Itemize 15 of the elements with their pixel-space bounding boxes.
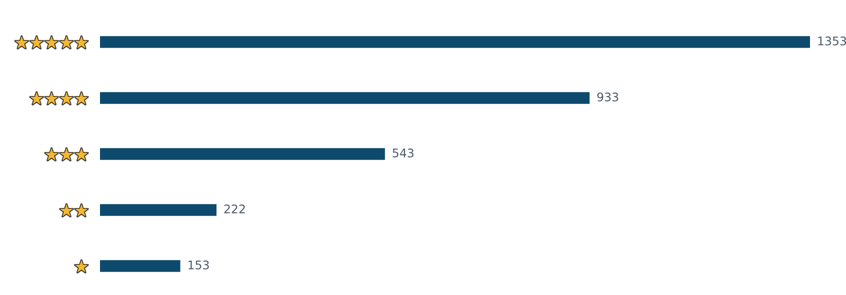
data-label: 153 [188, 260, 209, 270]
data-label: 222 [224, 204, 245, 214]
y-tick-label: ★★★ [45, 148, 88, 160]
y-tick-label: ★★ [60, 204, 88, 216]
bar [100, 204, 216, 216]
bar [100, 260, 180, 272]
y-tick-label: ★★★★ [30, 92, 88, 104]
y-tick-label: ★★★★★ [15, 36, 88, 48]
data-label: 933 [597, 92, 618, 102]
y-tick-label: ★ [75, 260, 88, 272]
data-label: 543 [392, 148, 414, 158]
bar [100, 148, 385, 160]
bar [100, 92, 590, 104]
bar [100, 36, 810, 48]
data-label: 1353 [818, 36, 846, 46]
